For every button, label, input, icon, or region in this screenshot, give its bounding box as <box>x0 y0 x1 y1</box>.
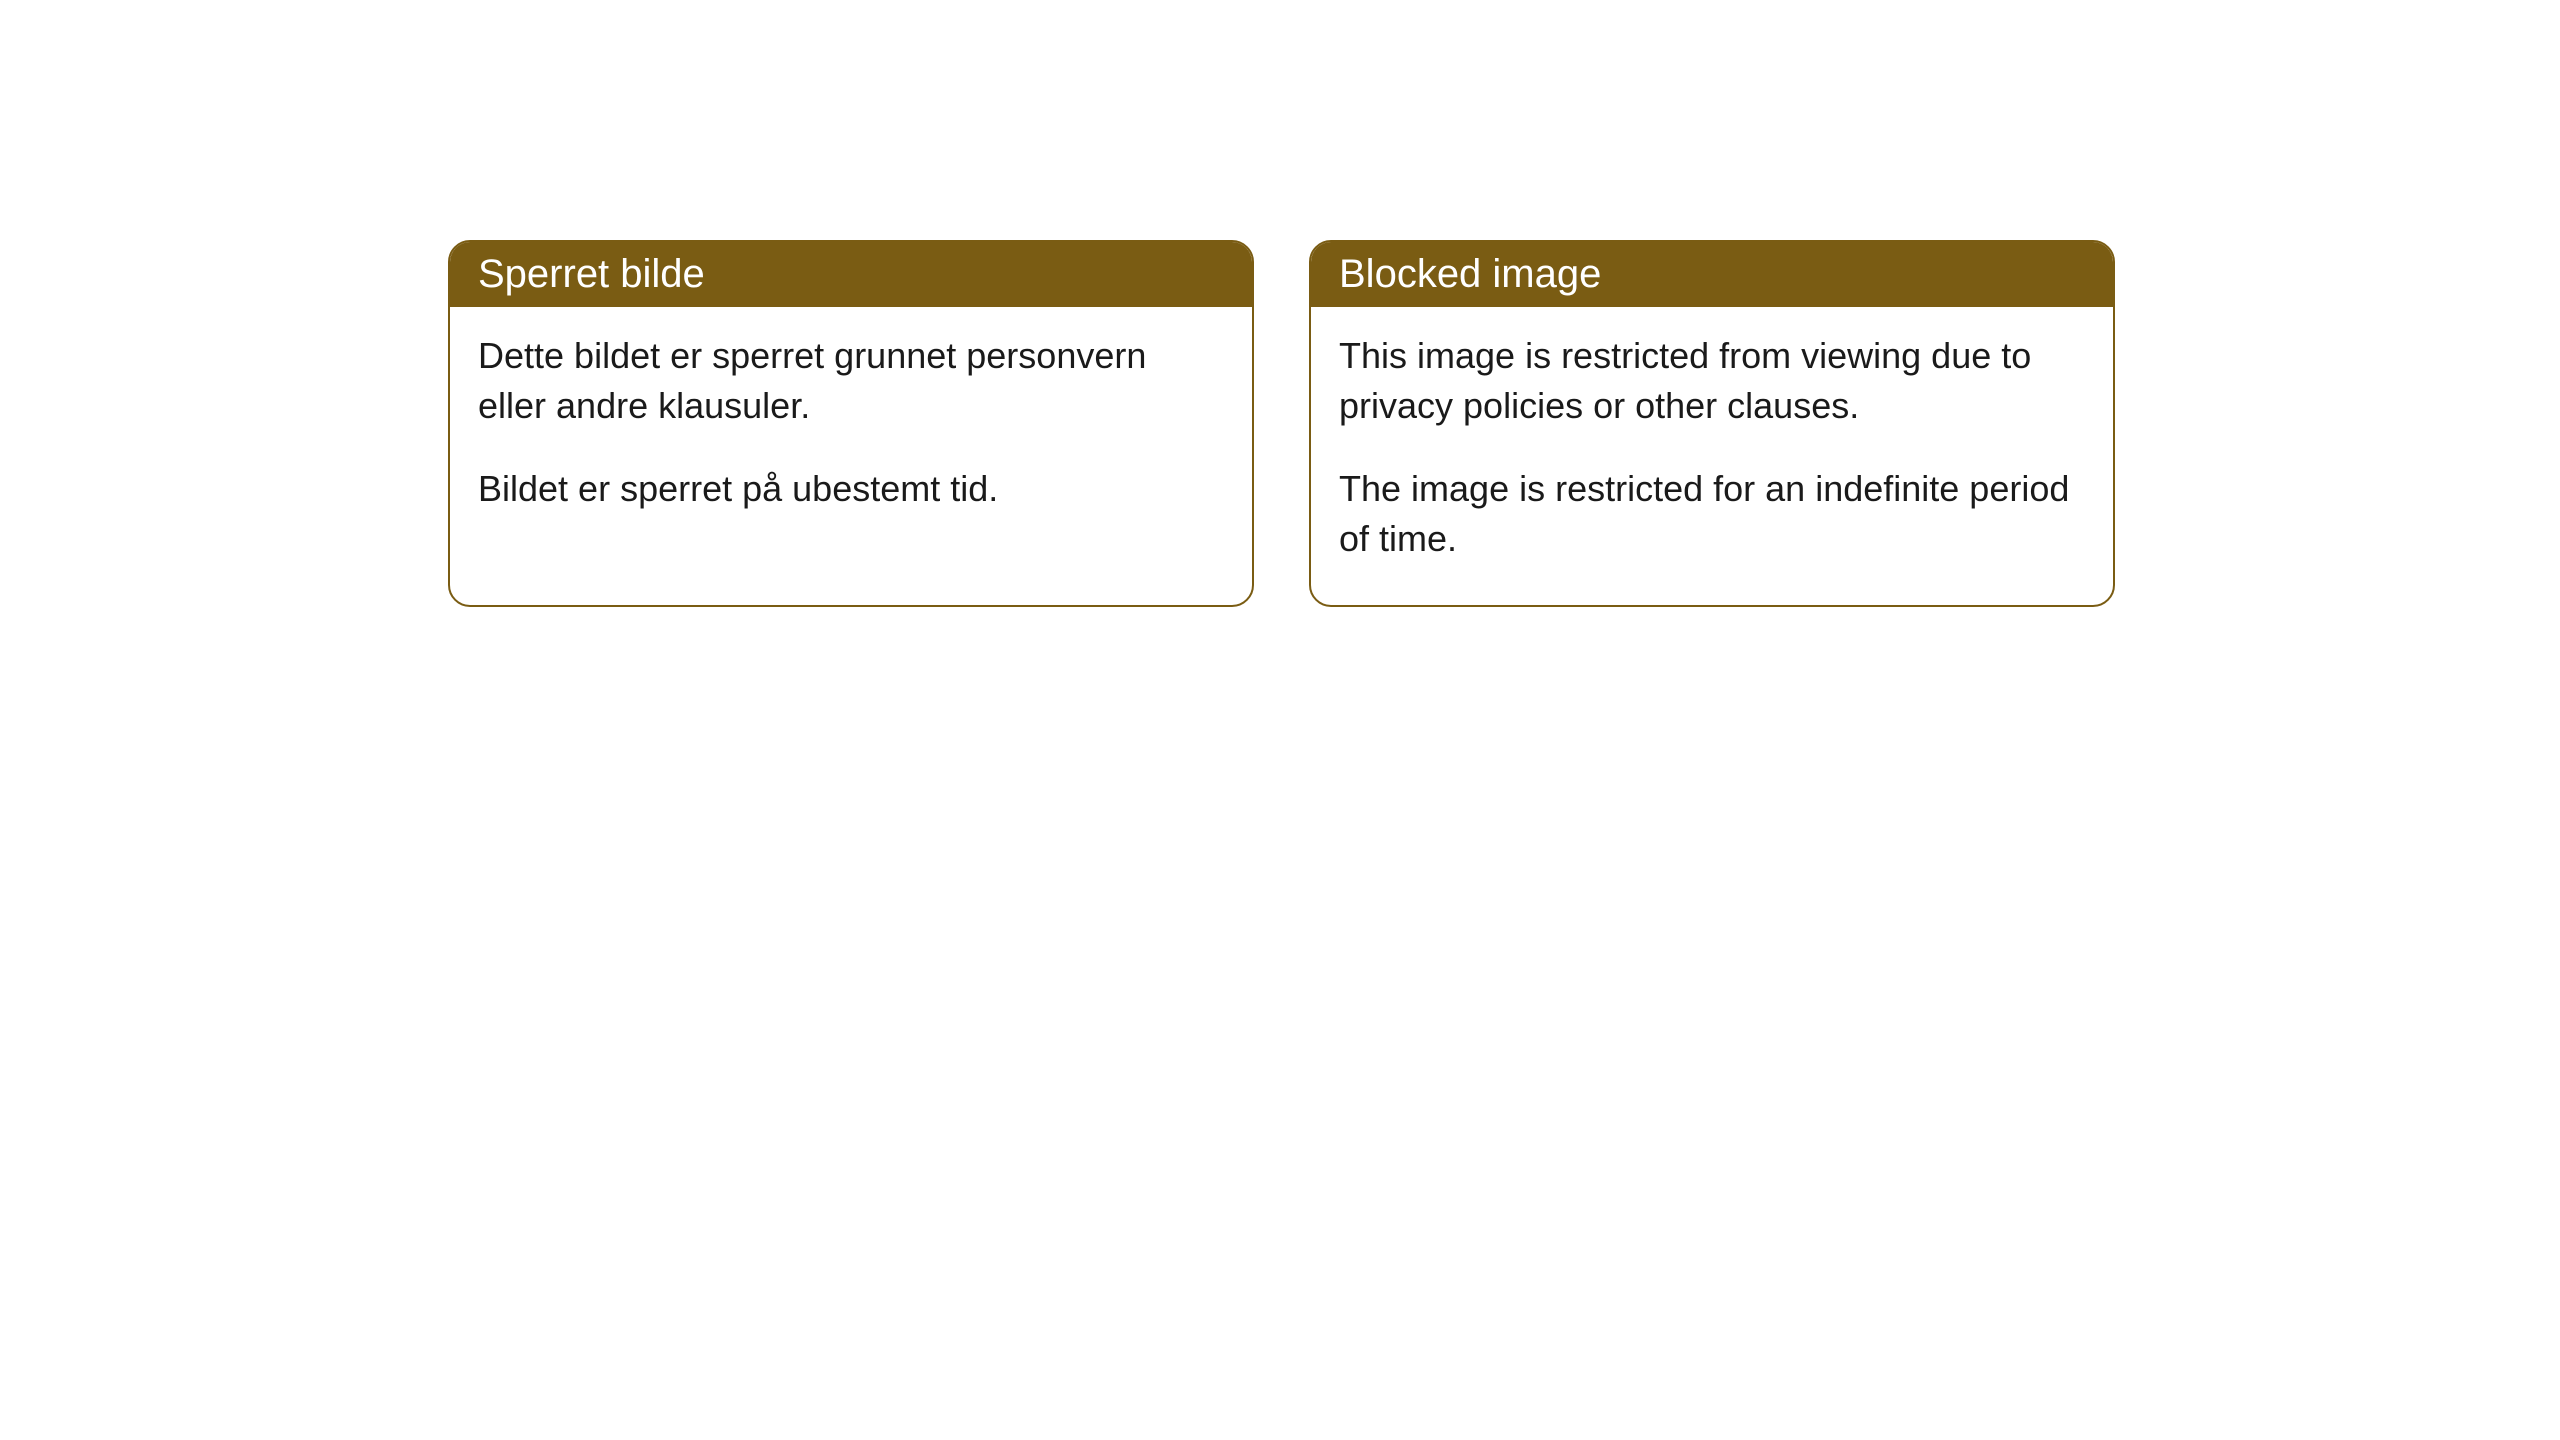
card-header: Sperret bilde <box>450 242 1252 307</box>
card-paragraph: Dette bildet er sperret grunnet personve… <box>478 331 1224 432</box>
notice-card-english: Blocked image This image is restricted f… <box>1309 240 2115 607</box>
card-paragraph: The image is restricted for an indefinit… <box>1339 464 2085 565</box>
card-body: This image is restricted from viewing du… <box>1311 307 2113 605</box>
card-header: Blocked image <box>1311 242 2113 307</box>
notice-cards-container: Sperret bilde Dette bildet er sperret gr… <box>0 0 2560 607</box>
card-body: Dette bildet er sperret grunnet personve… <box>450 307 1252 554</box>
card-title: Blocked image <box>1339 252 1601 296</box>
notice-card-norwegian: Sperret bilde Dette bildet er sperret gr… <box>448 240 1254 607</box>
card-title: Sperret bilde <box>478 252 705 296</box>
card-paragraph: Bildet er sperret på ubestemt tid. <box>478 464 1224 514</box>
card-paragraph: This image is restricted from viewing du… <box>1339 331 2085 432</box>
